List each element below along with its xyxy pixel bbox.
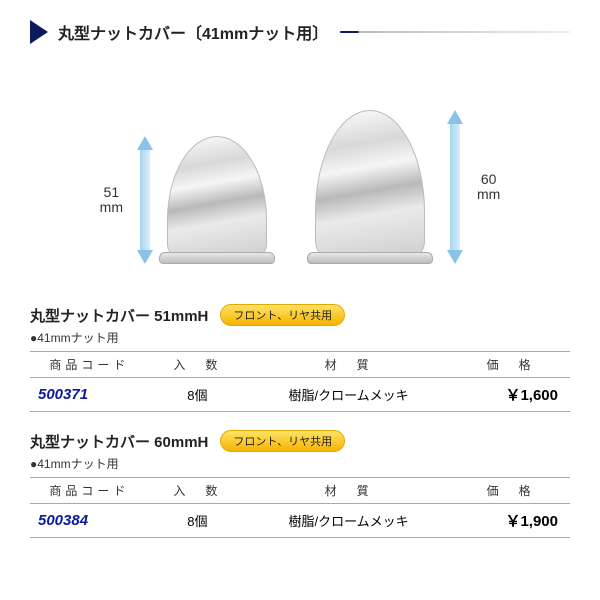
header-marker-icon <box>30 20 48 44</box>
cell-price: ￥1,900 <box>451 504 570 538</box>
product-figure-area: 51 mm 60 mm <box>30 74 570 264</box>
product-head: 丸型ナットカバー 60mmH フロント、リヤ共用 <box>30 430 570 452</box>
nut-flange <box>307 252 433 264</box>
th-code: 商品コード <box>30 478 149 504</box>
figure-right: 60 mm <box>315 110 500 264</box>
product-block-2: 丸型ナットカバー 60mmH フロント、リヤ共用 ●41mmナット用 商品コード… <box>30 430 570 538</box>
arrow-shaft <box>140 150 150 250</box>
product-head: 丸型ナットカバー 51mmH フロント、リヤ共用 <box>30 304 570 326</box>
cell-qty: 8個 <box>149 378 246 412</box>
dimension-arrow-right <box>447 110 463 264</box>
figure-left: 51 mm <box>100 136 275 264</box>
table-row: 500384 8個 樹脂/クロームメッキ ￥1,900 <box>30 504 570 538</box>
product-name: 丸型ナットカバー 51mmH <box>30 305 208 326</box>
product-name: 丸型ナットカバー 60mmH <box>30 431 208 452</box>
th-code: 商品コード <box>30 352 149 378</box>
arrow-shaft <box>450 124 460 250</box>
nut-body <box>315 110 425 256</box>
product-table: 商品コード 入 数 材 質 価 格 500384 8個 樹脂/クロームメッキ ￥… <box>30 477 570 538</box>
dim-value: 60 <box>481 171 497 187</box>
header-divider <box>340 31 570 33</box>
header-title: 丸型ナットカバー〔41mmナット用〕 <box>58 20 328 44</box>
product-block-1: 丸型ナットカバー 51mmH フロント、リヤ共用 ●41mmナット用 商品コード… <box>30 304 570 412</box>
dim-unit: mm <box>477 186 500 202</box>
arrow-down-icon <box>447 250 463 264</box>
th-material: 材 質 <box>246 478 451 504</box>
th-qty: 入 数 <box>149 478 246 504</box>
cell-code: 500384 <box>30 504 149 538</box>
th-price: 価 格 <box>451 352 570 378</box>
th-price: 価 格 <box>451 478 570 504</box>
cell-material: 樹脂/クロームメッキ <box>246 378 451 412</box>
cell-material: 樹脂/クロームメッキ <box>246 504 451 538</box>
compat-badge: フロント、リヤ共用 <box>220 304 345 326</box>
th-qty: 入 数 <box>149 352 246 378</box>
nut-body <box>167 136 267 256</box>
dim-unit: mm <box>100 199 123 215</box>
table-header-row: 商品コード 入 数 材 質 価 格 <box>30 478 570 504</box>
cell-code: 500371 <box>30 378 149 412</box>
cell-qty: 8個 <box>149 504 246 538</box>
product-subtitle: ●41mmナット用 <box>30 329 570 346</box>
compat-badge: フロント、リヤ共用 <box>220 430 345 452</box>
dim-value: 51 <box>104 184 120 200</box>
arrow-up-icon <box>447 110 463 124</box>
table-header-row: 商品コード 入 数 材 質 価 格 <box>30 352 570 378</box>
table-row: 500371 8個 樹脂/クロームメッキ ￥1,600 <box>30 378 570 412</box>
dimension-label-left: 51 mm <box>100 185 123 216</box>
nut-cover-left <box>167 136 275 264</box>
nut-flange <box>159 252 275 264</box>
product-subtitle: ●41mmナット用 <box>30 455 570 472</box>
arrow-down-icon <box>137 250 153 264</box>
arrow-up-icon <box>137 136 153 150</box>
dimension-label-right: 60 mm <box>477 172 500 203</box>
nut-cover-right <box>315 110 433 264</box>
th-material: 材 質 <box>246 352 451 378</box>
product-table: 商品コード 入 数 材 質 価 格 500371 8個 樹脂/クロームメッキ ￥… <box>30 351 570 412</box>
section-header: 丸型ナットカバー〔41mmナット用〕 <box>30 20 570 44</box>
cell-price: ￥1,600 <box>451 378 570 412</box>
dimension-arrow-left <box>137 136 153 264</box>
